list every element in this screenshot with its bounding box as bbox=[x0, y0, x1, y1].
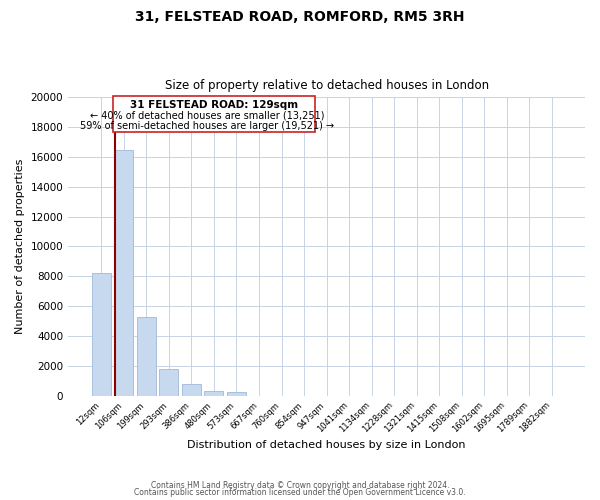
Text: Contains HM Land Registry data © Crown copyright and database right 2024.: Contains HM Land Registry data © Crown c… bbox=[151, 480, 449, 490]
Text: 59% of semi-detached houses are larger (19,521) →: 59% of semi-detached houses are larger (… bbox=[80, 120, 334, 130]
Bar bbox=[182, 384, 201, 396]
Bar bbox=[92, 274, 111, 396]
Text: ← 40% of detached houses are smaller (13,251): ← 40% of detached houses are smaller (13… bbox=[90, 110, 325, 120]
X-axis label: Distribution of detached houses by size in London: Distribution of detached houses by size … bbox=[187, 440, 466, 450]
Title: Size of property relative to detached houses in London: Size of property relative to detached ho… bbox=[164, 79, 488, 92]
Y-axis label: Number of detached properties: Number of detached properties bbox=[15, 159, 25, 334]
Bar bbox=[137, 316, 156, 396]
Text: 31 FELSTEAD ROAD: 129sqm: 31 FELSTEAD ROAD: 129sqm bbox=[130, 100, 298, 110]
Bar bbox=[227, 392, 246, 396]
Bar bbox=[114, 150, 133, 396]
Bar bbox=[205, 391, 223, 396]
Bar bbox=[159, 368, 178, 396]
Text: Contains public sector information licensed under the Open Government Licence v3: Contains public sector information licen… bbox=[134, 488, 466, 497]
Text: 31, FELSTEAD ROAD, ROMFORD, RM5 3RH: 31, FELSTEAD ROAD, ROMFORD, RM5 3RH bbox=[135, 10, 465, 24]
Bar bbox=[113, 96, 316, 132]
